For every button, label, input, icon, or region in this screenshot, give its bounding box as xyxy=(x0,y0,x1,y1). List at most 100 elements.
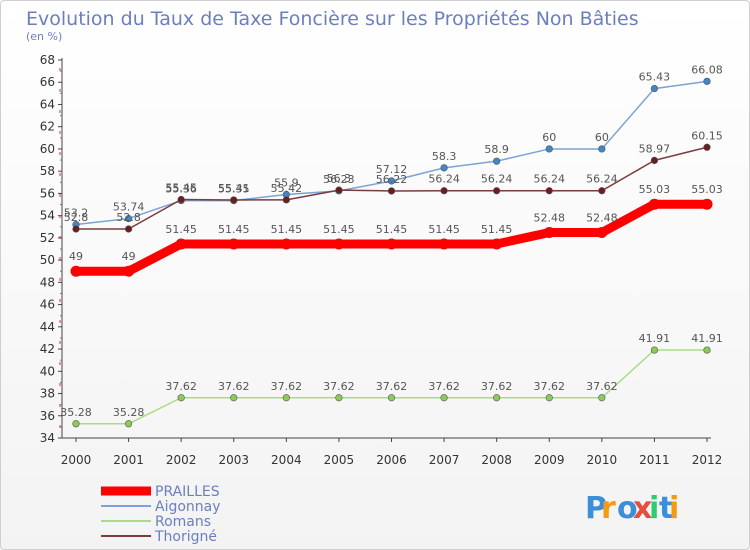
data-label: 66.08 xyxy=(691,63,723,76)
data-label: 51.45 xyxy=(271,223,303,236)
logo-letter: i xyxy=(649,491,659,526)
data-point xyxy=(545,394,553,402)
data-point xyxy=(440,394,448,402)
x-tick-label: 2006 xyxy=(376,453,407,467)
data-point xyxy=(124,225,133,233)
y-tick-label: 46 xyxy=(40,298,55,312)
y-tick-label: 68 xyxy=(40,53,55,67)
x-tick-label: 2000 xyxy=(61,453,92,467)
data-point xyxy=(72,420,80,428)
legend-label: PRAILLES xyxy=(155,484,220,500)
data-point xyxy=(177,195,185,204)
data-label: 37.62 xyxy=(534,380,566,393)
data-point xyxy=(333,238,345,250)
data-point xyxy=(123,265,135,277)
data-label: 53.74 xyxy=(113,201,145,214)
x-tick-label: 2009 xyxy=(534,453,565,467)
data-point xyxy=(648,198,660,210)
data-label: 51.45 xyxy=(218,223,250,236)
data-label: 52.8 xyxy=(116,211,141,224)
y-tick-label: 44 xyxy=(40,320,55,334)
series-aigonnay: 53.2 53.74 55.36 55.35 55.9 56.23 57.12 58.3 58.… xyxy=(64,63,723,229)
data-label: 55.41 xyxy=(218,182,250,195)
data-label: 37.62 xyxy=(428,380,460,393)
data-point xyxy=(335,394,343,402)
data-point xyxy=(72,225,80,233)
y-tick-label: 34 xyxy=(40,431,55,445)
series-layer: 53.2 53.74 55.36 55.35 55.9 56.23 57.12 58.3 58.… xyxy=(60,63,723,428)
data-point xyxy=(703,143,711,151)
data-label: 55.9 xyxy=(274,177,299,190)
data-point xyxy=(493,394,501,402)
data-label: 51.45 xyxy=(323,223,355,236)
data-label: 37.62 xyxy=(271,380,303,393)
data-label: 37.62 xyxy=(218,380,250,393)
data-point xyxy=(598,145,606,153)
data-label: 55.35 xyxy=(218,183,250,196)
y-tick-label: 42 xyxy=(40,342,55,356)
data-point xyxy=(545,187,553,195)
data-point xyxy=(438,238,450,250)
data-point xyxy=(124,420,133,428)
y-tick-label: 38 xyxy=(40,387,55,401)
y-tick-label: 56 xyxy=(40,186,55,200)
series-line xyxy=(75,80,708,226)
x-tick-label: 2008 xyxy=(481,453,512,467)
x-tick-label: 2002 xyxy=(166,453,197,467)
data-label: 52.48 xyxy=(586,212,618,225)
proxiti-logo: Pr oxi ti xyxy=(585,491,679,526)
y-tick-label: 58 xyxy=(40,164,55,178)
data-label: 52.8 xyxy=(64,211,89,224)
data-point xyxy=(703,346,711,354)
data-point xyxy=(175,238,187,250)
data-label: 58.97 xyxy=(639,142,671,155)
y-tick-label: 64 xyxy=(40,97,55,111)
data-point xyxy=(493,187,501,195)
data-point xyxy=(596,227,608,239)
data-label: 55.36 xyxy=(165,183,197,196)
y-tick-label: 62 xyxy=(40,120,55,134)
data-label: 55.42 xyxy=(271,182,303,195)
x-tick-label: 2011 xyxy=(639,453,670,467)
data-label: 49 xyxy=(69,250,83,263)
data-label: 60 xyxy=(542,131,556,144)
x-tick-label: 2003 xyxy=(218,453,249,467)
data-point xyxy=(491,238,503,250)
y-tick-label: 40 xyxy=(40,364,55,378)
data-label: 58.3 xyxy=(432,150,457,163)
logo-letter: t xyxy=(659,491,673,526)
x-tick-label: 2004 xyxy=(271,453,302,467)
data-point xyxy=(230,394,238,402)
data-label: 51.45 xyxy=(428,223,460,236)
data-point xyxy=(387,394,396,402)
data-point xyxy=(228,238,240,250)
legend-label: Romans xyxy=(155,514,211,530)
y-tick-label: 36 xyxy=(40,409,55,423)
data-point xyxy=(650,346,659,354)
data-label: 37.62 xyxy=(376,380,408,393)
data-label: 57.12 xyxy=(376,163,408,176)
data-label: 56.24 xyxy=(481,173,513,186)
y-tick-label: 60 xyxy=(40,142,55,156)
data-point xyxy=(282,196,290,204)
y-tick-label: 50 xyxy=(40,253,55,267)
data-label: 35.28 xyxy=(113,406,145,419)
data-point xyxy=(124,214,133,223)
logo-letter: r xyxy=(601,491,616,526)
data-label: 37.62 xyxy=(323,380,355,393)
data-point xyxy=(493,157,501,165)
data-point xyxy=(282,394,290,402)
series-prailles: 49 49 51.45 51.45 51.45 51.45 51.45 51.45 51.45 5… xyxy=(69,183,723,277)
data-point xyxy=(280,238,292,250)
data-label: 51.45 xyxy=(481,223,513,236)
data-point xyxy=(543,227,555,239)
logo-letter: P xyxy=(585,491,607,526)
data-label: 51.45 xyxy=(165,223,197,236)
data-point xyxy=(387,187,396,195)
data-label: 37.62 xyxy=(481,380,513,393)
data-point xyxy=(335,186,343,194)
data-label: 65.43 xyxy=(639,71,671,84)
data-point xyxy=(701,198,713,210)
data-label: 58.9 xyxy=(484,143,509,156)
